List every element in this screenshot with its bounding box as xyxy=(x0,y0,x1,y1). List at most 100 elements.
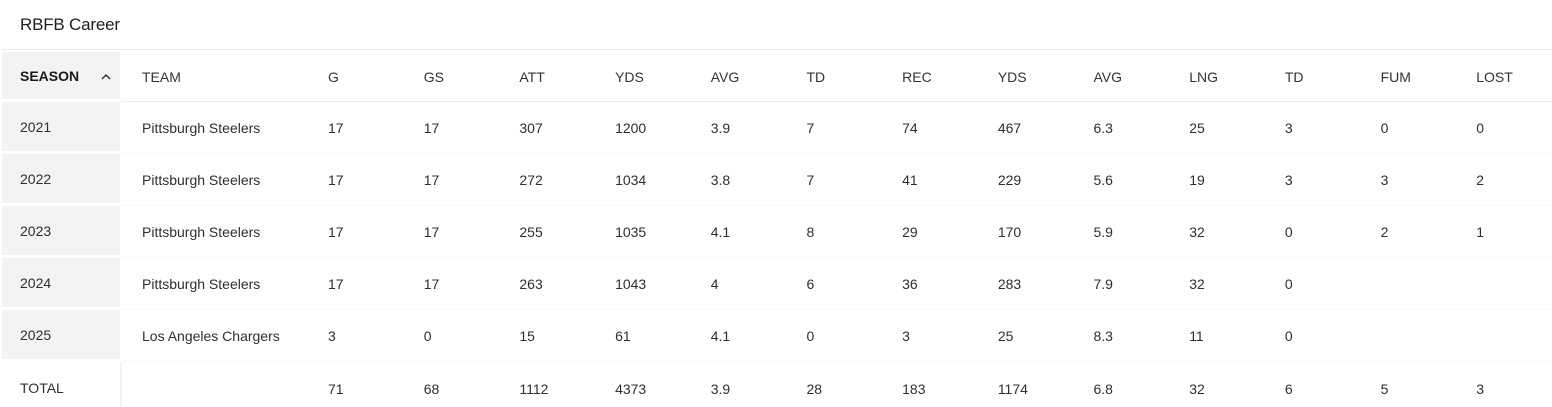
stat-cell: 25 xyxy=(1169,102,1265,154)
stat-cell: 7.9 xyxy=(1073,258,1170,310)
team-cell: Pittsburgh Steelers xyxy=(122,102,308,154)
column-header-rush-avg[interactable]: AVG xyxy=(690,52,787,102)
table-row: 2021 Pittsburgh Steelers 17 17 307 1200 … xyxy=(2,102,1552,154)
total-cell: 6 xyxy=(1284,381,1293,397)
stat-cell: 17 xyxy=(403,102,500,154)
total-cell: 1174 xyxy=(997,381,1028,397)
widget-header: RBFB Career xyxy=(2,0,1552,50)
stat-cell: 17 xyxy=(403,258,500,310)
stat-cell: 25 xyxy=(977,310,1074,362)
column-header-lost[interactable]: LOST xyxy=(1456,52,1552,102)
team-cell: Pittsburgh Steelers xyxy=(122,154,308,206)
stat-cell: 7 xyxy=(786,154,883,206)
total-cell: 1112 xyxy=(519,381,549,397)
column-header-rec-td[interactable]: TD xyxy=(1264,52,1361,102)
column-header-rec-yds[interactable]: YDS xyxy=(977,52,1074,102)
stat-cell: 3 xyxy=(882,310,978,362)
stat-cell: 2 xyxy=(1360,206,1457,258)
stat-cell: 11 xyxy=(1169,310,1265,362)
column-header-team[interactable]: TEAM xyxy=(122,52,308,102)
stat-cell: 74 xyxy=(882,102,978,154)
stat-cell: 4 xyxy=(690,258,787,310)
stat-cell: 4.1 xyxy=(690,310,787,362)
stat-cell: 307 xyxy=(499,102,596,154)
stat-cell: 5.9 xyxy=(1073,206,1170,258)
stat-cell: 41 xyxy=(882,154,978,206)
stat-cell: 3 xyxy=(1360,154,1457,206)
column-header-rec[interactable]: REC xyxy=(882,52,978,102)
table-body: 2021 Pittsburgh Steelers 17 17 307 1200 … xyxy=(2,102,1552,407)
stat-cell: 17 xyxy=(308,258,404,310)
table-header-row: SEASON TEAM G GS ATT YDS AVG TD REC YDS … xyxy=(2,52,1552,102)
team-cell: Los Angeles Chargers xyxy=(122,310,308,362)
stat-cell: 3.8 xyxy=(690,154,787,206)
total-cell xyxy=(122,362,308,407)
stat-cell: 1 xyxy=(1456,206,1552,258)
stat-cell: 0 xyxy=(1456,102,1552,154)
stat-cell: 283 xyxy=(977,258,1074,310)
chevron-up-icon[interactable] xyxy=(100,71,112,83)
stat-cell xyxy=(1360,258,1457,310)
total-cell: 4373 xyxy=(615,381,647,397)
widget-title: RBFB Career xyxy=(20,14,120,34)
total-cell: 5 xyxy=(1380,381,1389,397)
stat-cell: 263 xyxy=(499,258,596,310)
table-row: 2022 Pittsburgh Steelers 17 17 272 1034 … xyxy=(2,154,1552,206)
column-header-g[interactable]: G xyxy=(308,52,404,102)
stat-cell: 17 xyxy=(403,206,500,258)
stat-cell: 229 xyxy=(977,154,1074,206)
total-cell: 71 xyxy=(328,381,344,397)
column-header-att[interactable]: ATT xyxy=(499,52,596,102)
table-row: 2023 Pittsburgh Steelers 17 17 255 1035 … xyxy=(2,206,1552,258)
stat-cell: 2 xyxy=(1456,154,1552,206)
stat-cell: 3 xyxy=(308,310,404,362)
stat-cell: 5.6 xyxy=(1073,154,1170,206)
table-row: 2025 Los Angeles Chargers 3 0 15 61 4.1 … xyxy=(2,310,1552,362)
column-header-lng[interactable]: LNG xyxy=(1169,52,1265,102)
stat-cell: 17 xyxy=(308,206,404,258)
stat-cell: 255 xyxy=(499,206,596,258)
stat-cell: 17 xyxy=(308,154,404,206)
column-header-rush-td[interactable]: TD xyxy=(786,52,883,102)
stat-cell: 3 xyxy=(1264,154,1361,206)
stat-cell: 15 xyxy=(499,310,596,362)
stat-cell: 0 xyxy=(1264,310,1361,362)
stat-cell: 0 xyxy=(403,310,500,362)
stat-cell: 61 xyxy=(595,310,691,362)
stat-cell: 1200 xyxy=(595,102,691,154)
total-cell: 68 xyxy=(423,381,440,397)
stat-cell: 3.9 xyxy=(690,102,787,154)
stat-cell: 4.1 xyxy=(690,206,787,258)
stat-cell: 17 xyxy=(308,102,404,154)
stat-cell: 0 xyxy=(1264,206,1361,258)
stat-cell xyxy=(1456,258,1552,310)
total-cell: 3 xyxy=(1476,381,1485,397)
column-header-gs[interactable]: GS xyxy=(403,52,500,102)
stat-cell: 1035 xyxy=(595,206,691,258)
stat-cell: 3 xyxy=(1264,102,1361,154)
stat-cell: 1034 xyxy=(595,154,691,206)
total-cell: 3.9 xyxy=(710,381,731,397)
stat-cell: 0 xyxy=(1264,258,1361,310)
career-stats-table: SEASON TEAM G GS ATT YDS AVG TD REC YDS … xyxy=(2,52,1552,407)
column-header-label: SEASON xyxy=(20,67,80,84)
column-header-rush-yds[interactable]: YDS xyxy=(595,52,691,102)
stat-cell: 32 xyxy=(1169,258,1265,310)
column-header-rec-avg[interactable]: AVG xyxy=(1073,52,1170,102)
season-cell: 2025 xyxy=(2,310,122,362)
team-cell: Pittsburgh Steelers xyxy=(122,206,308,258)
stat-cell: 36 xyxy=(882,258,978,310)
stat-cell: 0 xyxy=(786,310,883,362)
column-header-fum[interactable]: FUM xyxy=(1360,52,1457,102)
stat-cell: 7 xyxy=(786,102,883,154)
total-cell: 6.8 xyxy=(1093,381,1113,397)
column-header-season[interactable]: SEASON xyxy=(2,52,122,102)
stat-cell: 17 xyxy=(403,154,500,206)
stat-cell: 467 xyxy=(977,102,1074,154)
total-label: TOTAL xyxy=(2,362,122,407)
total-cell: 32 xyxy=(1189,381,1205,397)
stat-cell: 19 xyxy=(1169,154,1265,206)
stat-cell: 6 xyxy=(786,258,883,310)
stat-cell: 272 xyxy=(499,154,596,206)
total-cell: 28 xyxy=(806,381,823,397)
